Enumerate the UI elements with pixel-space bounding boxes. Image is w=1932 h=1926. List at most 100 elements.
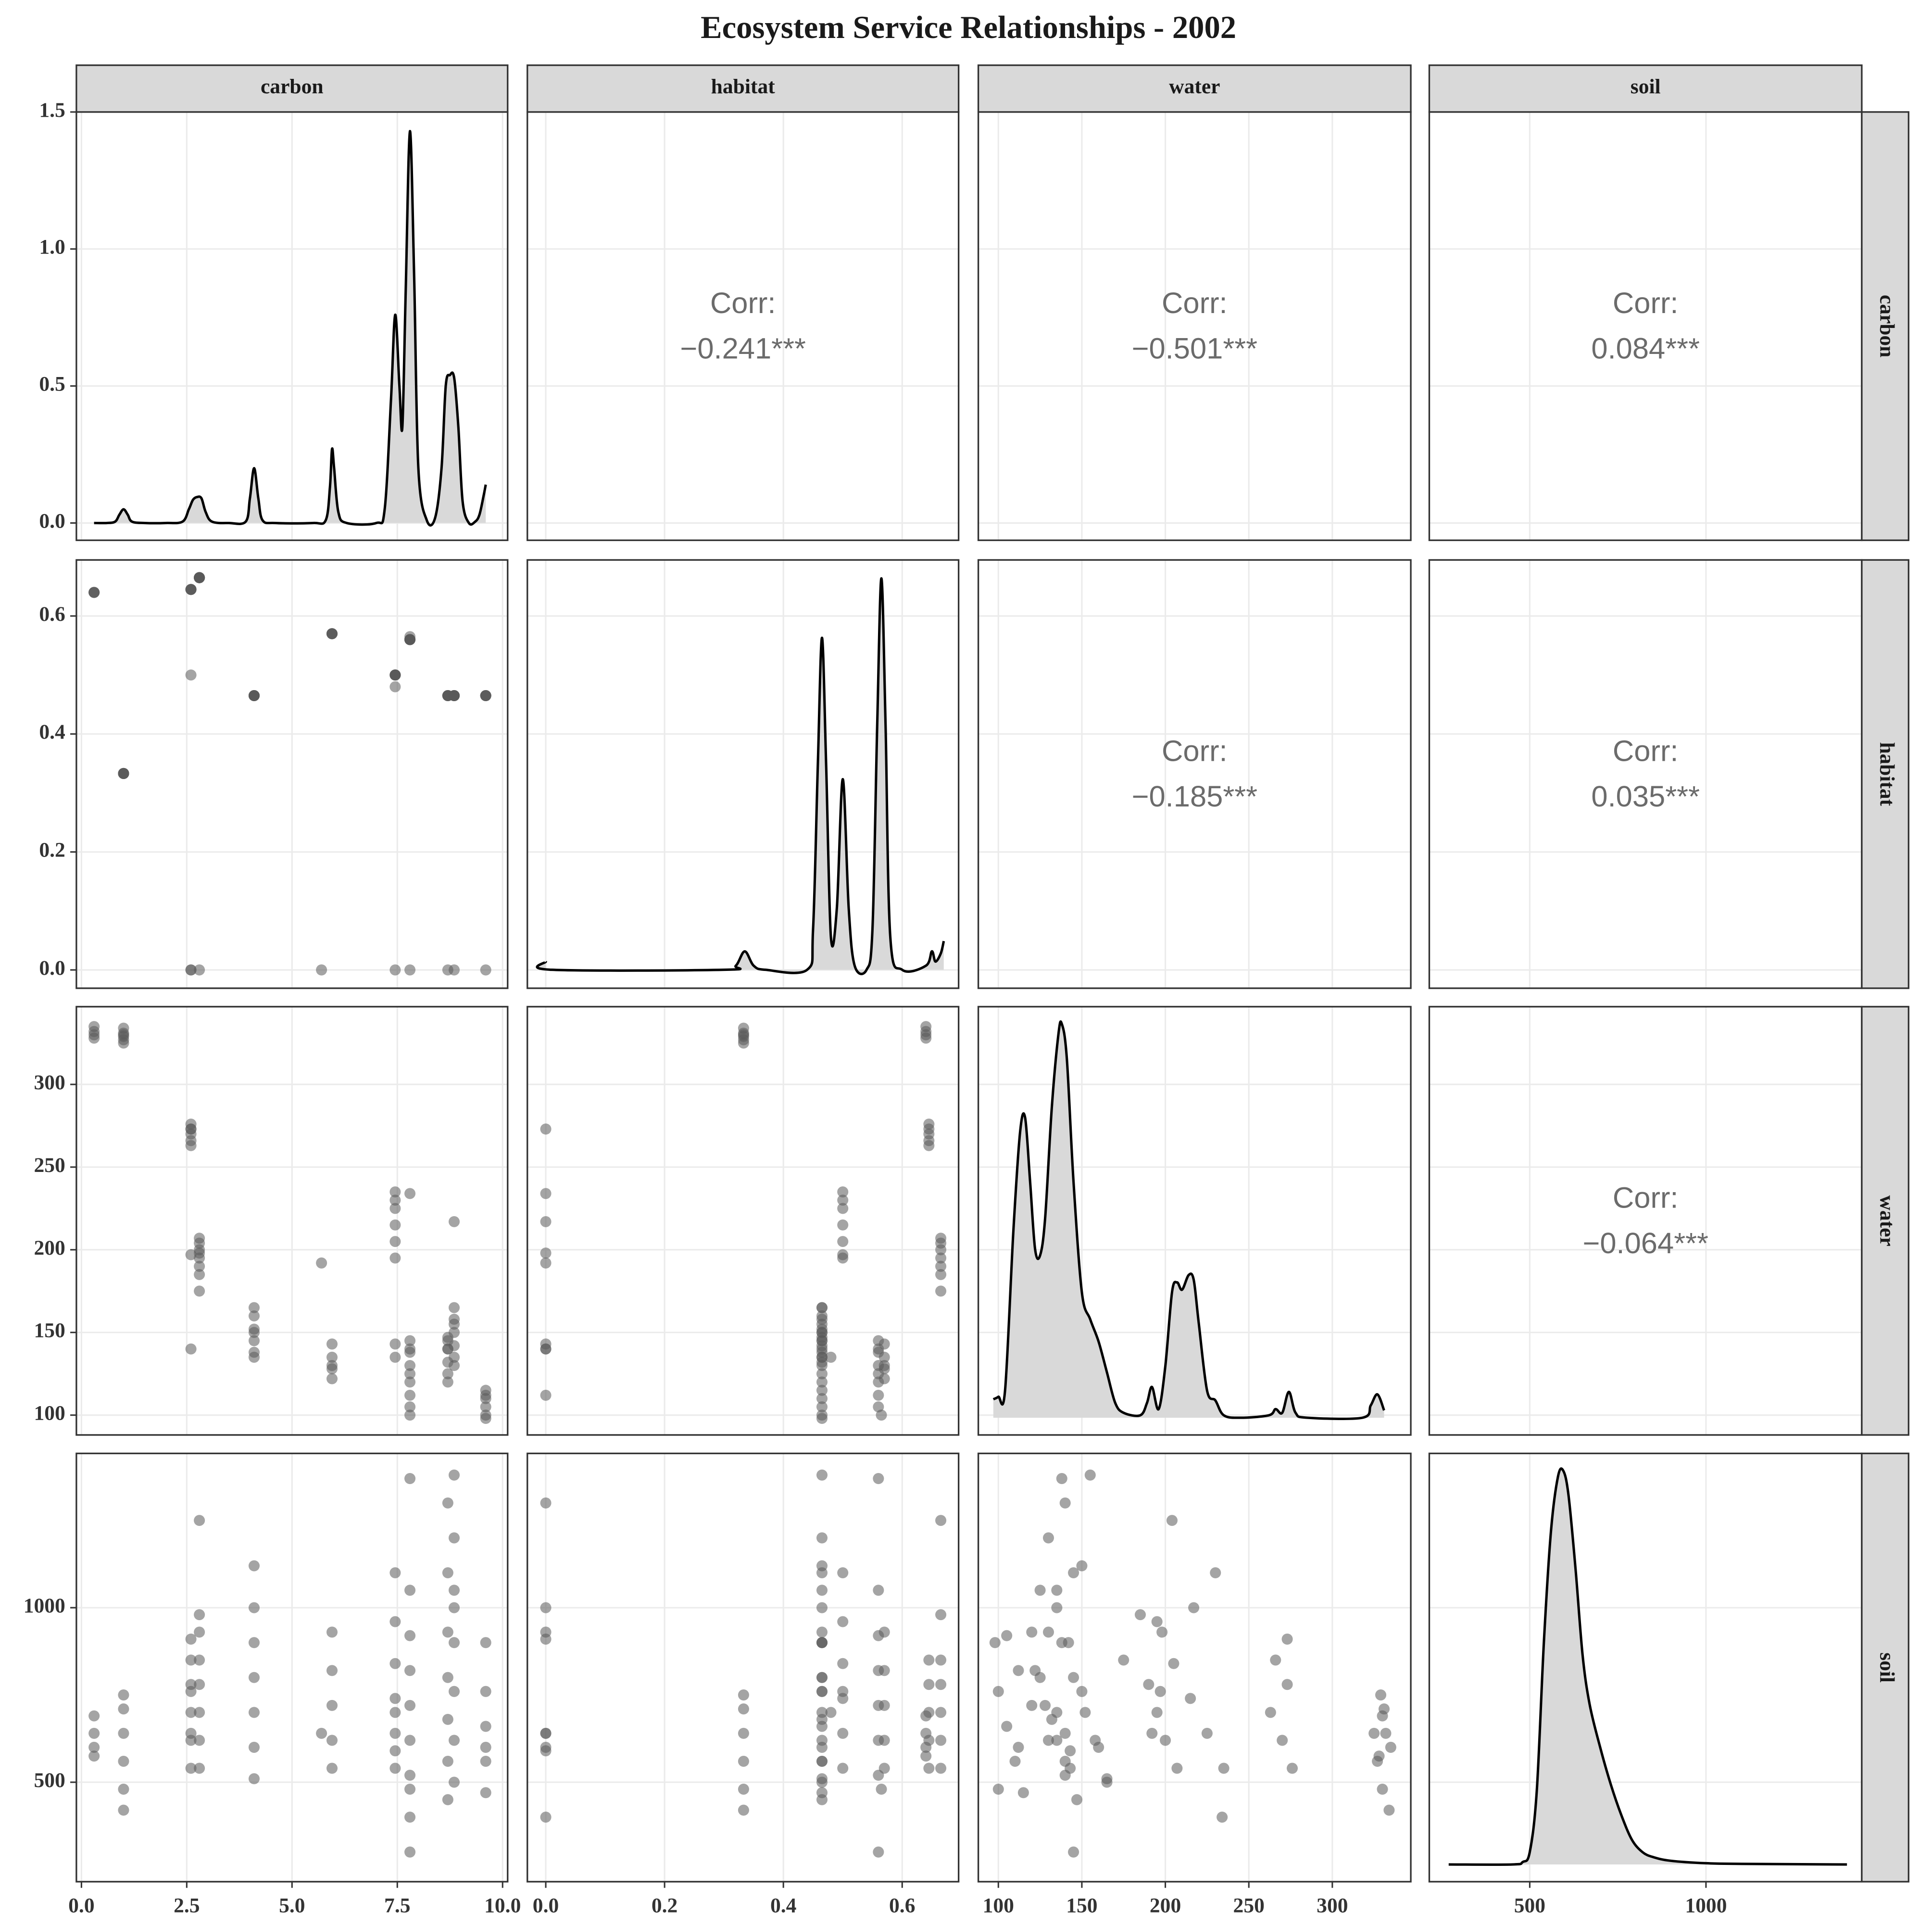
point — [1188, 1602, 1200, 1613]
point — [923, 1679, 935, 1690]
density-line — [1448, 1467, 1847, 1866]
y-tick-label: 0.0 — [39, 510, 65, 533]
point — [248, 1327, 260, 1338]
point — [1101, 1776, 1113, 1788]
point — [816, 1686, 828, 1697]
panel: Corr: −0.501*** — [977, 111, 1412, 541]
point — [1040, 1699, 1051, 1711]
panel-background — [1429, 560, 1862, 988]
point — [389, 669, 401, 681]
point — [194, 1285, 205, 1297]
point — [935, 1252, 947, 1264]
point — [1090, 1735, 1101, 1746]
point — [1056, 1473, 1067, 1485]
point — [1059, 1769, 1071, 1781]
point — [873, 1368, 884, 1380]
point — [873, 1473, 884, 1485]
point — [442, 1376, 453, 1388]
point — [935, 1735, 947, 1746]
point — [194, 1260, 205, 1272]
point — [923, 1762, 935, 1774]
point — [442, 1626, 453, 1638]
point — [876, 1784, 887, 1795]
point — [326, 628, 338, 640]
point — [1134, 1609, 1146, 1621]
panel — [977, 1006, 1412, 1436]
point — [989, 1637, 1001, 1649]
panel-background — [1429, 1007, 1862, 1435]
point — [248, 1302, 260, 1313]
corr-value: −0.064*** — [1582, 1227, 1708, 1260]
point — [326, 1699, 338, 1711]
row-strip-label: habitat — [1876, 742, 1899, 806]
y-tick-label: 100 — [34, 1402, 65, 1425]
point — [404, 964, 416, 976]
x-tick-label: 250 — [1233, 1894, 1265, 1917]
point — [448, 1776, 460, 1788]
point — [873, 1347, 884, 1358]
panel: Corr: −0.241*** — [527, 111, 960, 541]
x-tick-label: 0.0 — [68, 1894, 94, 1917]
panel-background — [978, 1453, 1411, 1882]
point — [185, 669, 197, 681]
point — [88, 587, 100, 598]
density-line — [992, 1020, 1385, 1420]
point — [1068, 1567, 1079, 1579]
point — [185, 1123, 197, 1135]
x-tick-label: 150 — [1066, 1894, 1097, 1917]
row-strip — [1861, 559, 1909, 989]
point — [185, 1727, 197, 1739]
point — [448, 1327, 460, 1338]
point — [389, 964, 401, 976]
point — [935, 1679, 947, 1690]
x-tick-label: 2.5 — [174, 1894, 200, 1917]
point — [194, 572, 205, 583]
point — [480, 1755, 491, 1767]
column-strip — [75, 64, 509, 113]
y-tick-label: 250 — [34, 1154, 65, 1177]
panel-border — [75, 1006, 509, 1436]
point — [448, 1469, 460, 1481]
point — [88, 1026, 100, 1037]
point — [248, 1637, 260, 1649]
corr-value: −0.501*** — [1132, 332, 1258, 365]
density-line — [94, 130, 487, 527]
point — [404, 1769, 416, 1781]
point — [1217, 1812, 1228, 1823]
point — [540, 1188, 552, 1199]
point — [442, 1672, 453, 1683]
panel — [527, 1006, 960, 1436]
point — [873, 1735, 884, 1746]
point — [194, 1237, 205, 1249]
y-tick-label: 1.5 — [39, 99, 65, 122]
point — [194, 1247, 205, 1259]
point — [404, 1335, 416, 1347]
point — [248, 1672, 260, 1683]
point — [1026, 1626, 1038, 1638]
point — [248, 1741, 260, 1753]
row-strip — [1861, 1006, 1909, 1436]
point — [837, 1195, 849, 1206]
point — [448, 964, 460, 976]
point — [88, 1727, 100, 1739]
x-tick-label: 200 — [1150, 1894, 1181, 1917]
y-tick-label: 0.6 — [39, 603, 65, 626]
point — [935, 1654, 947, 1666]
point — [480, 1637, 491, 1649]
point — [316, 964, 327, 976]
point — [540, 1389, 552, 1401]
point — [480, 1787, 491, 1799]
point — [1051, 1585, 1063, 1596]
x-tick-label: 500 — [1514, 1894, 1545, 1917]
panel-border — [977, 1006, 1412, 1436]
point — [1076, 1686, 1088, 1697]
point — [88, 1750, 100, 1762]
point — [480, 1389, 491, 1401]
point — [404, 1473, 416, 1485]
point — [935, 1237, 947, 1249]
point — [442, 1368, 453, 1380]
point — [1281, 1679, 1293, 1690]
x-tick-label: 0.4 — [770, 1894, 796, 1917]
